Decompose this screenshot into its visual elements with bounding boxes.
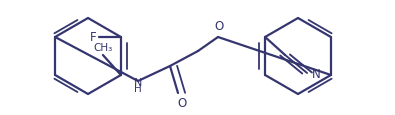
Text: N: N (134, 78, 142, 88)
Text: F: F (90, 31, 97, 44)
Text: O: O (177, 97, 186, 109)
Text: CH₃: CH₃ (93, 42, 113, 52)
Text: O: O (214, 20, 224, 33)
Text: N: N (312, 67, 321, 80)
Text: H: H (134, 83, 142, 93)
